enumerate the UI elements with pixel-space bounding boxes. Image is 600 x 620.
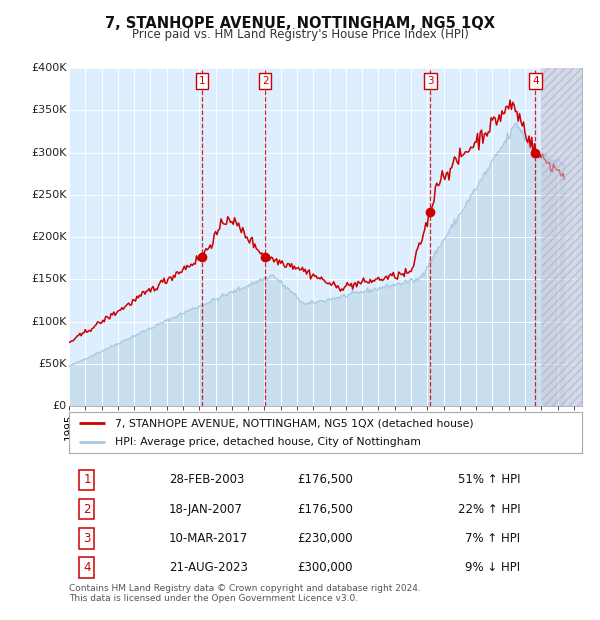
Text: £100K: £100K <box>31 317 67 327</box>
Text: Price paid vs. HM Land Registry's House Price Index (HPI): Price paid vs. HM Land Registry's House … <box>131 28 469 41</box>
Text: £400K: £400K <box>31 63 67 73</box>
Text: 22% ↑ HPI: 22% ↑ HPI <box>458 503 520 516</box>
Text: 7, STANHOPE AVENUE, NOTTINGHAM, NG5 1QX: 7, STANHOPE AVENUE, NOTTINGHAM, NG5 1QX <box>105 16 495 30</box>
Text: £176,500: £176,500 <box>298 474 353 487</box>
Text: 21-AUG-2023: 21-AUG-2023 <box>169 561 248 574</box>
Text: £250K: £250K <box>31 190 67 200</box>
Text: 9% ↓ HPI: 9% ↓ HPI <box>466 561 520 574</box>
Text: 51% ↑ HPI: 51% ↑ HPI <box>458 474 520 487</box>
Text: £300K: £300K <box>31 148 67 157</box>
Text: 10-MAR-2017: 10-MAR-2017 <box>169 532 248 545</box>
Text: £230,000: £230,000 <box>298 532 353 545</box>
Text: 7% ↑ HPI: 7% ↑ HPI <box>466 532 520 545</box>
Text: 18-JAN-2007: 18-JAN-2007 <box>169 503 243 516</box>
Text: 7, STANHOPE AVENUE, NOTTINGHAM, NG5 1QX (detached house): 7, STANHOPE AVENUE, NOTTINGHAM, NG5 1QX … <box>115 418 474 428</box>
Text: £150K: £150K <box>31 275 67 285</box>
Text: HPI: Average price, detached house, City of Nottingham: HPI: Average price, detached house, City… <box>115 436 421 447</box>
Text: Contains HM Land Registry data © Crown copyright and database right 2024.
This d: Contains HM Land Registry data © Crown c… <box>69 584 421 603</box>
Text: 2: 2 <box>83 503 91 516</box>
Text: £300,000: £300,000 <box>298 561 353 574</box>
Text: £176,500: £176,500 <box>298 503 353 516</box>
Text: £50K: £50K <box>38 359 67 369</box>
Text: 4: 4 <box>83 561 91 574</box>
Text: 3: 3 <box>427 76 434 86</box>
Text: 28-FEB-2003: 28-FEB-2003 <box>169 474 244 487</box>
Text: 1: 1 <box>199 76 205 86</box>
Text: 1: 1 <box>83 474 91 487</box>
Text: 2: 2 <box>262 76 269 86</box>
Bar <box>541 68 582 406</box>
Text: £350K: £350K <box>31 105 67 115</box>
Text: 4: 4 <box>532 76 539 86</box>
Text: £0: £0 <box>52 401 67 411</box>
Text: 3: 3 <box>83 532 91 545</box>
Text: £200K: £200K <box>31 232 67 242</box>
